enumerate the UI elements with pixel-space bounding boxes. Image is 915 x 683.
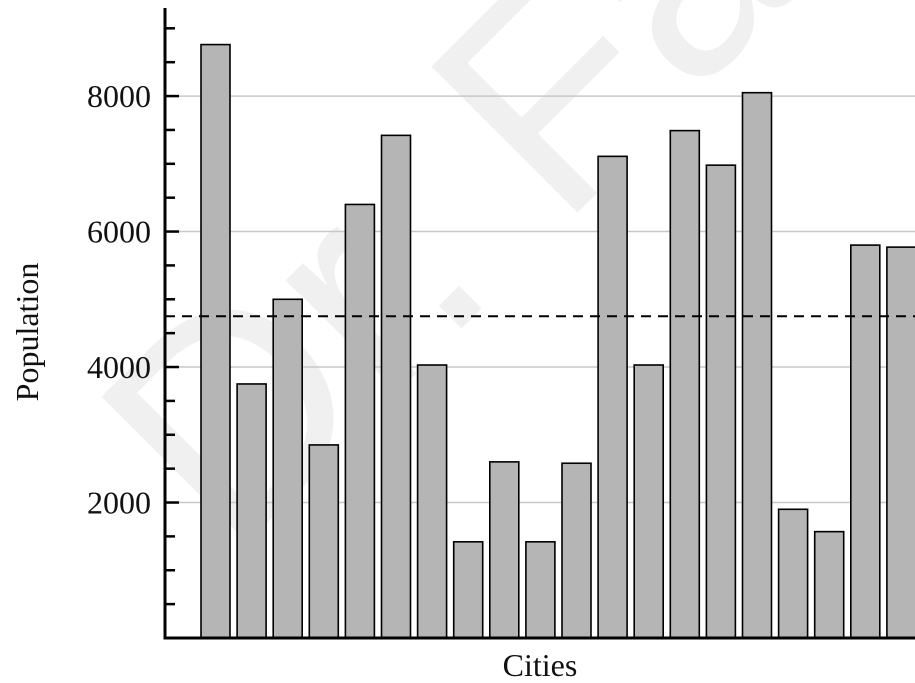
bar-1 <box>200 43 231 639</box>
bar-14 <box>669 129 701 639</box>
bar-5 <box>344 203 376 639</box>
x-axis-title: Cities <box>503 647 578 683</box>
bar-10 <box>525 541 556 639</box>
y-axis-ticks: 2000 4000 6000 8000 <box>87 27 179 606</box>
bar-8 <box>452 541 484 639</box>
axes <box>163 8 915 640</box>
bar-12 <box>597 155 628 639</box>
bars <box>200 43 915 639</box>
bar-4 <box>308 444 340 639</box>
bar-9 <box>488 461 520 639</box>
bar-17 <box>777 508 809 639</box>
bar-2 <box>236 383 267 639</box>
bar-19 <box>849 244 881 639</box>
bar-13 <box>633 364 665 639</box>
y-tick-label-2000: 2000 <box>87 485 151 521</box>
bar-11 <box>561 462 592 639</box>
y-tick-label-4000: 4000 <box>87 349 151 385</box>
bar-6 <box>380 134 412 639</box>
y-axis-title: Population <box>9 263 45 402</box>
bar-3 <box>272 298 304 639</box>
bar-20 <box>886 246 915 639</box>
bar-18 <box>813 530 845 639</box>
bar-16 <box>741 91 773 639</box>
bar-7 <box>416 364 448 639</box>
y-tick-label-8000: 8000 <box>87 78 151 114</box>
y-tick-label-6000: 6000 <box>87 214 151 250</box>
bar-15 <box>705 164 737 639</box>
